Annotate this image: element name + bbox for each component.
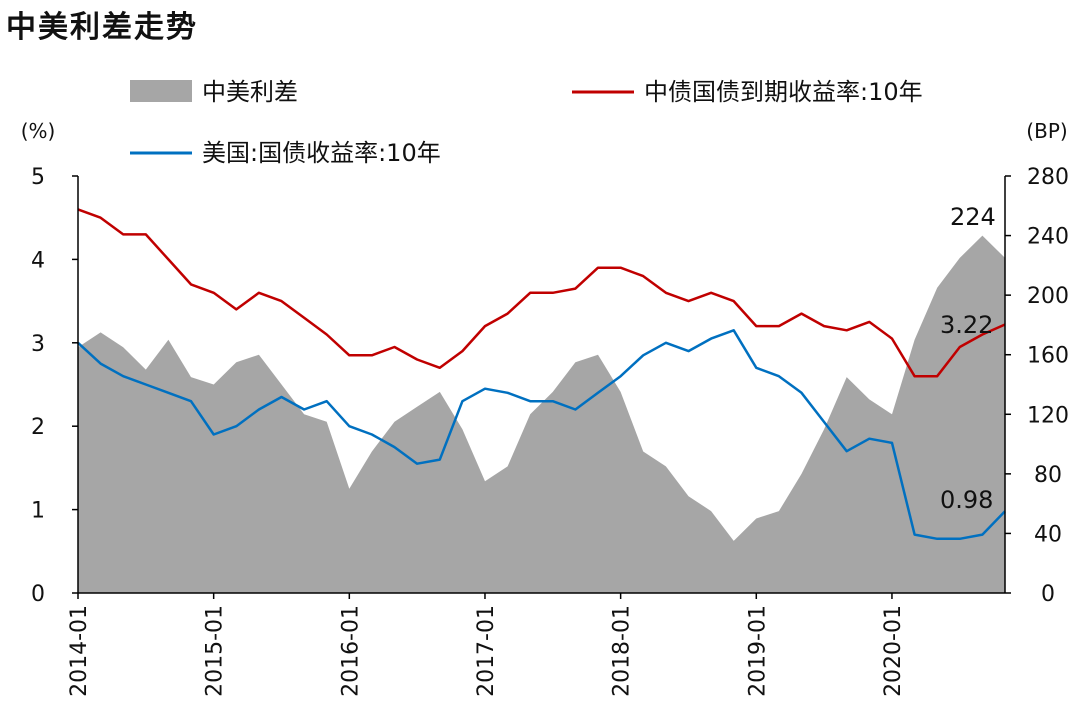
- data-label: 224: [950, 203, 996, 231]
- right-y-tick-label: 200: [1027, 284, 1069, 309]
- x-tick-label: 2019-01: [745, 605, 770, 697]
- right-y-tick-label: 0: [1041, 582, 1055, 607]
- yield-lines-layer: [77, 208, 1006, 541]
- us-10y-yield-line: [77, 329, 1006, 541]
- x-tick-label: 2020-01: [881, 605, 906, 697]
- data-label: 3.22: [940, 311, 993, 339]
- x-tick-label: 2017-01: [474, 605, 499, 697]
- data-label: 0.98: [940, 486, 993, 514]
- spread-area-layer: [78, 235, 1005, 593]
- axes-layer: 0 1 2 3 4 5 0 40 80 120 160 200 240 280 (%) (BP) 2014-01…: [21, 119, 1069, 697]
- x-tick-label: 2016-01: [338, 605, 363, 697]
- legend-label: 美国:国债收益率:10年: [202, 139, 441, 167]
- left-y-tick-label: 5: [31, 165, 45, 190]
- left-y-tick-label: 4: [31, 248, 45, 273]
- legend-label: 中债国债到期收益率:10年: [644, 78, 923, 106]
- right-y-tick-label: 80: [1034, 463, 1062, 488]
- right-y-tick-label: 120: [1027, 403, 1069, 428]
- left-y-tick-label: 0: [31, 582, 45, 607]
- cn-10y-yield-line: [77, 208, 1006, 378]
- left-y-unit: (%): [21, 119, 56, 143]
- right-y-tick-label: 160: [1027, 344, 1069, 369]
- right-y-unit: (BP): [1026, 119, 1067, 143]
- legend-label: 中美利差: [202, 78, 298, 106]
- legend-swatch-spread: [130, 80, 192, 102]
- right-y-tick-label: 240: [1027, 225, 1069, 250]
- x-tick-label: 2015-01: [203, 605, 228, 697]
- right-y-tick-label: 40: [1034, 522, 1062, 547]
- left-y-tick-label: 1: [31, 499, 45, 524]
- x-tick-label: 2018-01: [610, 605, 635, 697]
- right-y-tick-label: 280: [1027, 165, 1069, 190]
- left-y-tick-label: 3: [31, 332, 45, 357]
- x-tick-label: 2014-01: [67, 605, 92, 697]
- data-labels: 224 3.22 0.98: [940, 203, 996, 514]
- left-y-tick-label: 2: [31, 415, 45, 440]
- chart-title: 中美利差走势: [6, 10, 198, 45]
- spread-area: [78, 235, 1005, 593]
